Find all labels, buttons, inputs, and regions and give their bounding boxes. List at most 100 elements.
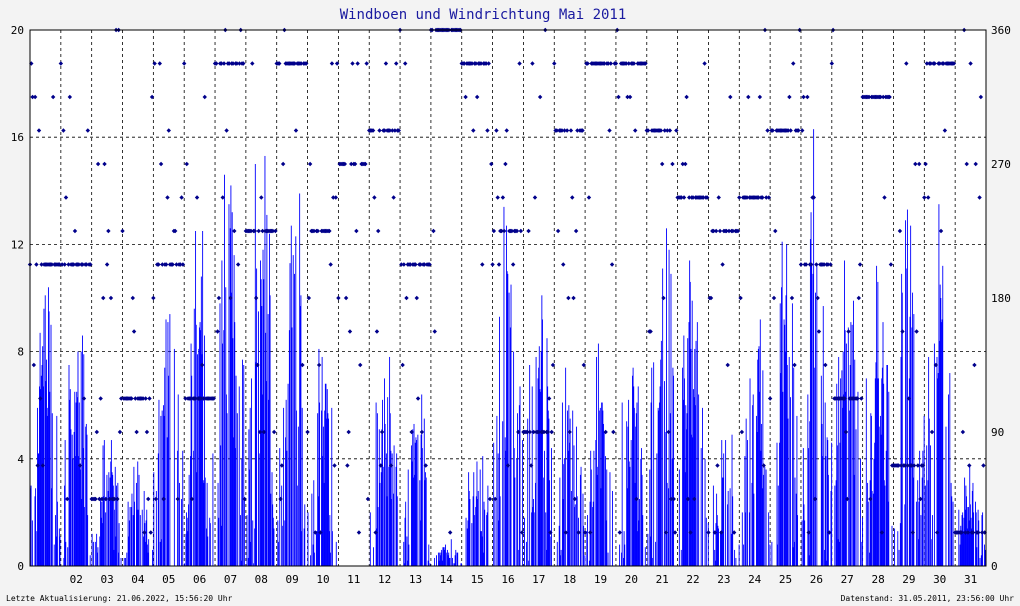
direction-point xyxy=(198,396,204,401)
gust-bar xyxy=(937,378,939,566)
gust-bar xyxy=(102,445,104,566)
direction-point xyxy=(30,94,35,100)
gust-bar xyxy=(836,445,838,566)
gust-bar xyxy=(978,520,980,566)
gust-bar xyxy=(229,228,231,566)
gust-bar xyxy=(217,482,219,566)
gust-bar xyxy=(808,448,809,566)
direction-point xyxy=(94,429,100,435)
gust-bar xyxy=(801,520,803,566)
gust-bar xyxy=(569,442,570,566)
gust-bar xyxy=(641,474,643,566)
gust-bar xyxy=(777,544,779,566)
gust-bar xyxy=(727,490,729,566)
gust-bar xyxy=(603,423,604,566)
direction-point xyxy=(419,429,425,435)
gust-bar xyxy=(497,453,499,566)
gust-bar xyxy=(556,541,558,566)
gust-bar xyxy=(83,354,85,566)
direction-point xyxy=(728,94,733,100)
direction-point xyxy=(726,228,732,234)
gust-bar xyxy=(425,477,427,566)
gust-bar xyxy=(967,528,969,566)
direction-point xyxy=(165,195,170,200)
gust-bar xyxy=(705,517,707,566)
gust-bar xyxy=(941,319,943,566)
gust-bar xyxy=(258,453,260,566)
gust-bar xyxy=(658,402,660,566)
direction-point xyxy=(158,161,164,167)
gust-bar xyxy=(277,520,279,566)
direction-point xyxy=(910,530,915,535)
gust-bar xyxy=(582,493,584,566)
direction-point xyxy=(50,94,56,100)
direction-point xyxy=(350,61,355,66)
gust-bar xyxy=(220,525,222,566)
gust-bar xyxy=(844,260,845,566)
direction-point xyxy=(739,429,745,435)
direction-point xyxy=(423,463,428,468)
gust-bar xyxy=(785,295,787,566)
gust-bar xyxy=(939,340,940,566)
gust-bar xyxy=(886,365,888,566)
direction-point xyxy=(311,228,317,234)
direction-point xyxy=(617,530,622,535)
gust-bar xyxy=(182,450,184,566)
gust-bar xyxy=(51,413,53,566)
gust-bar xyxy=(424,480,426,566)
gust-bar xyxy=(56,415,58,566)
gust-bar xyxy=(707,523,709,566)
gust-bar xyxy=(132,515,134,566)
gust-bar xyxy=(962,512,964,566)
direction-point xyxy=(670,161,675,167)
gust-bar xyxy=(247,557,249,566)
x-tick-label: 24 xyxy=(748,573,762,586)
gust-bar xyxy=(519,386,521,566)
direction-point xyxy=(67,94,73,100)
gust-bar xyxy=(660,359,662,566)
gust-bar xyxy=(534,482,536,566)
gust-bar xyxy=(624,544,626,566)
gust-bar xyxy=(763,474,764,566)
direction-point xyxy=(674,128,679,133)
direction-point xyxy=(232,228,237,234)
gust-bar xyxy=(249,469,250,566)
gust-bar xyxy=(162,405,164,566)
gust-bar xyxy=(759,391,761,566)
gust-bar xyxy=(272,504,274,566)
direction-point xyxy=(332,463,337,468)
gust-bar xyxy=(113,549,115,566)
gust-bar xyxy=(250,541,252,566)
gust-bar xyxy=(753,493,755,566)
gust-bar xyxy=(684,472,686,566)
direction-point xyxy=(394,61,399,66)
gust-bar xyxy=(206,528,207,566)
gust-bar xyxy=(147,552,149,566)
gust-bar xyxy=(879,415,881,566)
gust-bar xyxy=(906,268,908,566)
gust-bar xyxy=(191,375,193,566)
gust-bar xyxy=(876,378,878,566)
gust-bar xyxy=(143,490,145,566)
direction-point xyxy=(545,429,551,435)
gust-bar xyxy=(640,458,642,566)
gust-bar xyxy=(297,485,299,566)
gust-bar xyxy=(975,501,976,566)
direction-point xyxy=(422,262,427,267)
direction-point xyxy=(355,61,360,66)
gust-bar xyxy=(425,472,427,566)
direction-point xyxy=(787,94,792,100)
gust-bar xyxy=(949,373,951,566)
direction-point xyxy=(241,61,246,66)
gust-bar xyxy=(765,469,767,566)
direction-point xyxy=(735,228,741,234)
direction-point xyxy=(194,195,200,200)
gust-bar xyxy=(513,351,515,566)
gust-bar xyxy=(316,531,318,566)
gust-bar xyxy=(704,458,706,566)
direction-point xyxy=(363,161,368,167)
direction-point xyxy=(408,262,413,267)
gust-bar xyxy=(609,472,611,566)
gust-bar xyxy=(506,271,508,566)
direction-point xyxy=(483,61,489,66)
